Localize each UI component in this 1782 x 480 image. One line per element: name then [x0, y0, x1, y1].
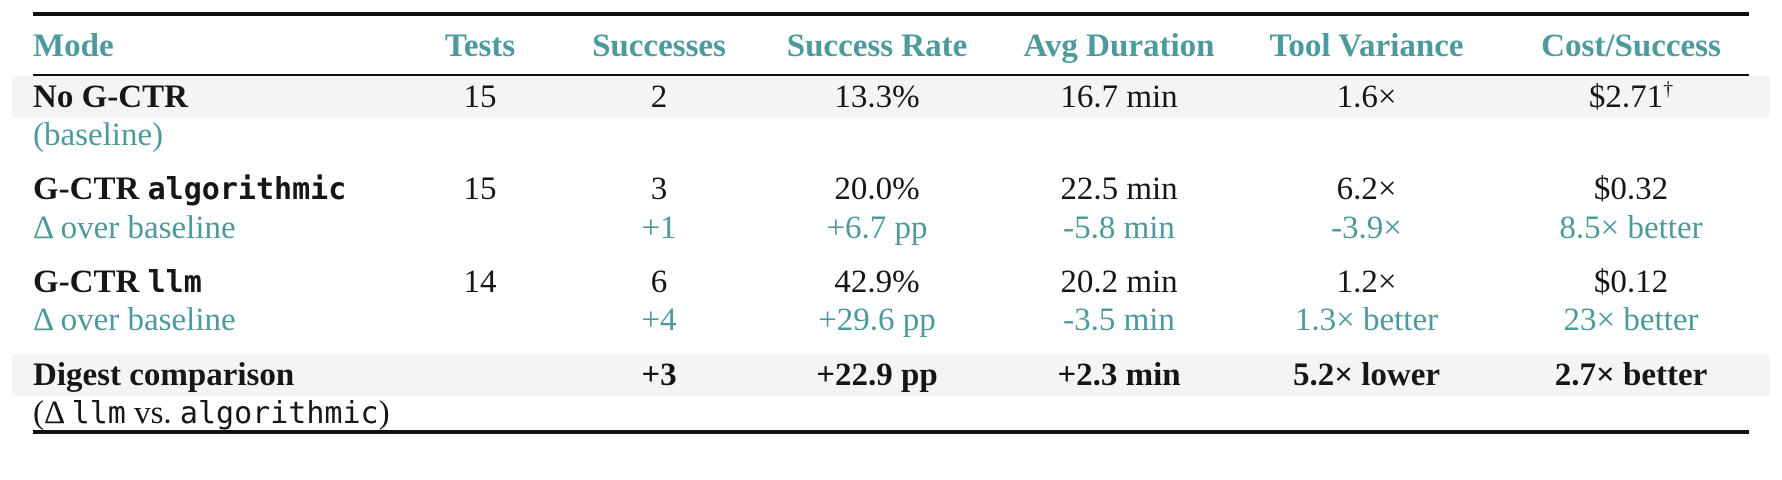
cell-tests — [399, 354, 561, 396]
mode-cell: G-CTR algorithmic — [12, 169, 399, 211]
cell-delta-avg-duration: -5.8 min — [1063, 209, 1175, 246]
subrow-label-text: ) — [378, 394, 390, 431]
cell-delta-tests — [399, 118, 561, 153]
mode-cell: G-CTR llm — [12, 261, 399, 303]
cell-delta-avg-duration: -3.5 min — [1063, 302, 1175, 339]
cell-delta-tool-variance: -3.9× — [1331, 209, 1402, 246]
subrow-label-mono: algorithmic — [179, 395, 379, 431]
cell-delta-success-rate — [757, 118, 997, 153]
column-header-avg-duration: Avg Duration — [1023, 27, 1215, 64]
cell-successes: 6 — [650, 263, 668, 300]
cell-delta-successes: +4 — [641, 302, 677, 339]
cell-successes: 3 — [650, 171, 668, 208]
cell-tool-variance: 1.6× — [1336, 78, 1397, 115]
column-header-cost-success: Cost/Success — [1541, 27, 1721, 64]
cell-success-rate: 13.3% — [834, 78, 920, 115]
cell-tool-variance: 6.2× — [1336, 171, 1397, 208]
cell-delta-tool-variance — [1241, 118, 1492, 153]
mode-label-mono: llm — [147, 264, 202, 300]
table-row-gctr-algorithmic: G-CTR algorithmic 15 3 20.0% 22.5 min 6.… — [12, 169, 1770, 211]
subrow-label: (Δ llm vs. algorithmic) — [12, 396, 399, 431]
column-header-tests: Tests — [444, 27, 516, 64]
header-row: Mode Tests Successes Success Rate Avg Du… — [12, 16, 1770, 76]
cell-delta-tool-variance: 1.3× better — [1294, 302, 1439, 339]
cell-delta-cost-success — [1492, 118, 1770, 153]
table-subrow-delta-baseline: Δ over baseline +4 +29.6 pp -3.5 min 1.3… — [12, 303, 1770, 338]
cell-success-rate: 42.9% — [834, 263, 920, 300]
column-header-successes: Successes — [592, 27, 726, 64]
cell-delta-cost-success: 23× better — [1563, 302, 1699, 339]
table-subrow-digest-note: (Δ llm vs. algorithmic) — [12, 396, 1770, 431]
mode-label: No G-CTR — [33, 78, 188, 115]
cell-delta-success-rate: +6.7 pp — [826, 209, 928, 246]
cost-value: $2.71 — [1588, 78, 1664, 115]
cell-delta-avg-duration — [997, 118, 1241, 153]
cell-delta-success-rate — [757, 396, 997, 431]
subrow-label-text: Δ over baseline — [33, 302, 236, 339]
row-spacer — [12, 338, 1770, 354]
row-spacer — [12, 153, 1770, 169]
cell-cost-success: $0.12 — [1492, 261, 1770, 303]
mode-label-mono: algorithmic — [147, 172, 347, 208]
cell-delta-avg-duration — [997, 396, 1241, 431]
table-header-rule — [33, 74, 1749, 76]
table-row-gctr-llm: G-CTR llm 14 6 42.9% 20.2 min 1.2× $0.12 — [12, 261, 1770, 303]
cell-delta-successes: +1 — [641, 209, 677, 246]
mode-label: G-CTR — [33, 263, 148, 300]
cost-value: 2.7× better — [1554, 356, 1708, 393]
column-header-tool-variance: Tool Variance — [1269, 27, 1464, 64]
cell-cost-success: $2.71† — [1492, 76, 1770, 118]
cost-value: $0.32 — [1593, 171, 1669, 208]
cell-success-rate: +22.9 pp — [816, 356, 938, 393]
table-bottom-rule — [33, 430, 1749, 434]
subrow-label-text: vs. — [125, 394, 180, 431]
cell-delta-cost-success — [1492, 396, 1770, 431]
cell-cost-success: 2.7× better — [1492, 354, 1770, 396]
cell-delta-tests — [399, 396, 561, 431]
cell-delta-cost-success: 8.5× better — [1559, 209, 1703, 246]
cell-avg-duration: 16.7 min — [1060, 78, 1178, 115]
dagger-footnote-marker: † — [1663, 77, 1674, 100]
subrow-label-text: Δ over baseline — [33, 209, 236, 246]
subrow-label: Δ over baseline — [12, 303, 399, 338]
subrow-label-mono: llm — [71, 395, 126, 431]
cell-avg-duration: +2.3 min — [1057, 356, 1181, 393]
table-top-rule — [33, 12, 1749, 16]
cell-avg-duration: 22.5 min — [1060, 171, 1178, 208]
cell-tool-variance: 1.2× — [1336, 263, 1397, 300]
cell-successes: 2 — [650, 78, 668, 115]
cell-delta-success-rate: +29.6 pp — [818, 302, 936, 339]
cell-tests: 14 — [463, 263, 497, 300]
column-header-success-rate: Success Rate — [786, 27, 968, 64]
subrow-label: Δ over baseline — [12, 209, 399, 246]
cell-delta-successes — [561, 396, 757, 431]
cell-tests: 15 — [463, 78, 497, 115]
cell-tests: 15 — [463, 171, 497, 208]
results-table: Mode Tests Successes Success Rate Avg Du… — [12, 16, 1770, 431]
cell-delta-tests — [399, 211, 561, 246]
cell-delta-tool-variance — [1241, 396, 1492, 431]
row-spacer — [12, 245, 1770, 261]
cell-delta-tests — [399, 303, 561, 338]
cell-tool-variance: 5.2× lower — [1292, 356, 1441, 393]
subrow-label-text: (baseline) — [33, 117, 164, 153]
column-header-mode: Mode — [33, 27, 114, 64]
cell-success-rate: 20.0% — [834, 171, 920, 208]
mode-label: Digest comparison — [33, 356, 295, 393]
table-row-digest-comparison: Digest comparison +3 +22.9 pp +2.3 min 5… — [12, 353, 1770, 396]
mode-cell: No G-CTR — [12, 76, 399, 118]
cell-cost-success: $0.32 — [1492, 169, 1770, 211]
cell-delta-successes — [561, 118, 757, 153]
subrow-label-text: (Δ — [33, 394, 72, 431]
mode-label: G-CTR — [33, 171, 148, 208]
mode-cell: Digest comparison — [12, 354, 399, 396]
subrow-label: (baseline) — [12, 118, 399, 153]
cell-avg-duration: 20.2 min — [1060, 263, 1178, 300]
table-subrow-baseline: (baseline) — [12, 118, 1770, 153]
cost-value: $0.12 — [1593, 263, 1669, 300]
table-row-no-gctr: No G-CTR 15 2 13.3% 16.7 min 1.6× $2.71† — [12, 76, 1770, 118]
table-subrow-delta-baseline: Δ over baseline +1 +6.7 pp -5.8 min -3.9… — [12, 209, 1770, 246]
cell-successes: +3 — [641, 356, 677, 393]
